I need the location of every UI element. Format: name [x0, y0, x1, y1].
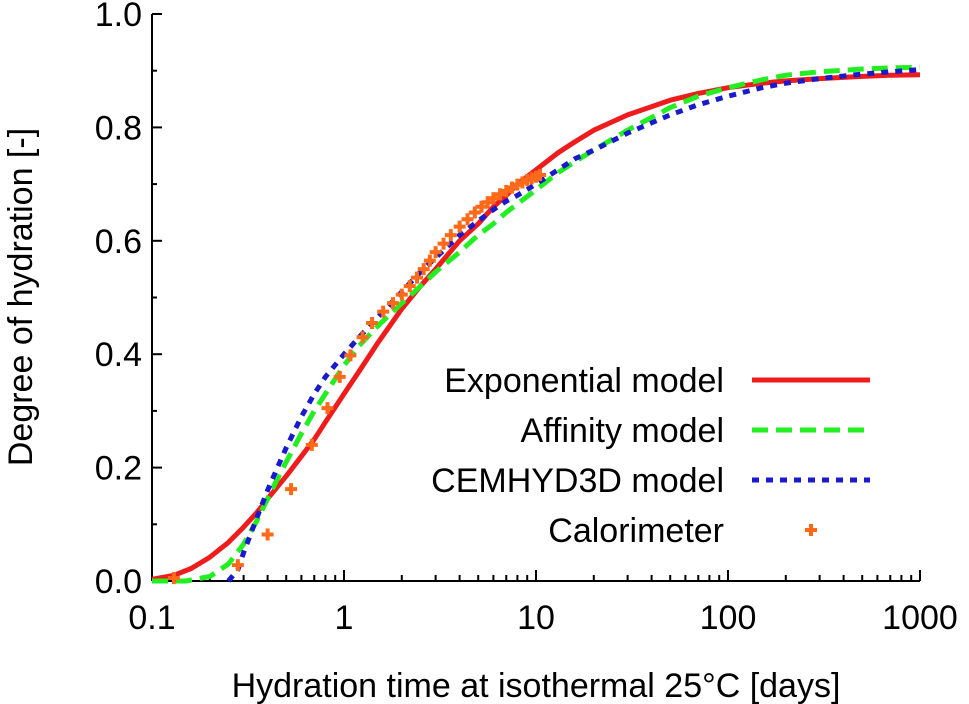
calorimeter-marker	[461, 213, 474, 226]
calorimeter-marker	[344, 349, 357, 362]
calorimeter-marker	[403, 280, 416, 293]
x-tick-label: 1000	[882, 599, 958, 637]
x-tick-label: 1	[335, 599, 354, 637]
calorimeter-marker	[366, 317, 379, 330]
calorimeter-marker	[305, 438, 318, 451]
calorimeter-marker	[429, 246, 442, 259]
calorimeter-marker	[395, 288, 408, 301]
x-tick-label: 100	[700, 599, 757, 637]
calorimeter-marker	[487, 192, 500, 205]
y-tick-label: 1.0	[95, 0, 142, 34]
calorimeter-marker	[417, 263, 430, 276]
calorimeter-marker	[516, 176, 529, 189]
calorimeter-marker	[494, 188, 507, 201]
legend-label-cemhyd3d-model: CEMHYD3D model	[431, 462, 724, 500]
calorimeter-marker	[356, 331, 369, 344]
calorimeter-marker	[167, 572, 180, 585]
series-group	[151, 64, 921, 585]
calorimeter-marker	[411, 271, 424, 284]
y-tick-label: 0.2	[95, 450, 142, 488]
calorimeter-marker	[468, 206, 481, 219]
affinity-model-line	[152, 64, 921, 584]
calorimeter-marker	[261, 528, 274, 541]
x-tick-label: 10	[517, 599, 555, 637]
cemhyd3d-model-line	[226, 67, 921, 583]
legend-swatch-calorimeter	[805, 524, 817, 536]
y-tick-label: 0.0	[95, 563, 142, 601]
y-axis-title: Degree of hydration [-]	[2, 128, 40, 466]
y-tick-label: 0.4	[95, 336, 142, 374]
calorimeter-marker	[444, 229, 457, 242]
calorimeter-marker	[500, 184, 513, 197]
calorimeter-marker	[475, 200, 488, 213]
calorimeter-marker	[423, 254, 436, 267]
axes-group: 0.0 0.2 0.4 0.6 0.8 1.0 0.1 1 10 100 1000	[95, 0, 958, 637]
legend: Exponential model Affinity model CEMHYD3D …	[431, 362, 870, 550]
calorimeter-marker	[387, 297, 400, 310]
calorimeter-marker	[481, 196, 494, 209]
x-axis-title: Hydration time at isothermal 25°C [days]	[232, 667, 841, 704]
y-tick-label: 0.6	[95, 223, 142, 261]
calorimeter-marker	[377, 305, 390, 318]
y-tick-label: 0.8	[95, 109, 142, 147]
calorimeter-marker	[285, 483, 298, 496]
calorimeter-marker	[333, 370, 346, 383]
calorimeter-marker	[321, 402, 334, 415]
calorimeter-marker	[231, 559, 244, 572]
x-tick-label: 0.1	[128, 599, 175, 637]
calorimeter-marker	[506, 181, 519, 194]
legend-label-calorimeter: Calorimeter	[548, 512, 724, 550]
calorimeter-marker	[511, 178, 524, 191]
calorimeter-marker	[437, 237, 450, 250]
calorimeter-marker	[453, 220, 466, 233]
legend-label-affinity-model: Affinity model	[521, 412, 724, 450]
calorimeter-marker	[534, 169, 547, 182]
legend-label-exponential-model: Exponential model	[444, 362, 724, 400]
